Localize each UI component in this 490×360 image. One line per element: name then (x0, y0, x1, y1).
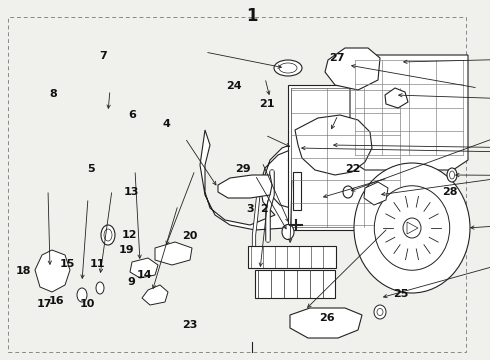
Text: 11: 11 (89, 258, 105, 269)
Text: 24: 24 (226, 81, 242, 91)
Text: 28: 28 (442, 186, 458, 197)
Text: 16: 16 (49, 296, 64, 306)
Ellipse shape (77, 288, 87, 302)
Text: 4: 4 (163, 119, 171, 129)
Text: 13: 13 (123, 186, 139, 197)
Ellipse shape (101, 225, 115, 245)
FancyBboxPatch shape (293, 172, 301, 210)
Text: 12: 12 (122, 230, 138, 240)
Polygon shape (364, 182, 388, 205)
Text: 22: 22 (345, 164, 361, 174)
Text: 15: 15 (60, 258, 75, 269)
Ellipse shape (374, 186, 450, 270)
Text: 19: 19 (119, 245, 134, 255)
Text: 2: 2 (260, 204, 268, 214)
Ellipse shape (274, 60, 302, 76)
Text: 14: 14 (137, 270, 152, 280)
Polygon shape (350, 55, 468, 170)
Text: 21: 21 (259, 99, 275, 109)
Ellipse shape (343, 186, 353, 198)
Polygon shape (325, 48, 380, 90)
Text: 10: 10 (79, 299, 95, 309)
Polygon shape (218, 175, 272, 198)
Ellipse shape (374, 305, 386, 319)
FancyBboxPatch shape (255, 270, 335, 298)
Polygon shape (155, 242, 192, 265)
Ellipse shape (96, 282, 104, 294)
Ellipse shape (354, 163, 470, 293)
Ellipse shape (447, 168, 457, 182)
Text: 26: 26 (319, 312, 335, 323)
Polygon shape (385, 88, 408, 108)
Text: 7: 7 (99, 51, 107, 61)
Text: 20: 20 (182, 231, 198, 241)
Text: 17: 17 (36, 299, 52, 309)
Text: 23: 23 (182, 320, 198, 330)
FancyBboxPatch shape (288, 85, 403, 230)
Polygon shape (290, 308, 362, 338)
FancyBboxPatch shape (248, 246, 336, 268)
Ellipse shape (403, 218, 421, 238)
Polygon shape (130, 258, 158, 278)
Text: 18: 18 (16, 266, 31, 276)
Text: 5: 5 (87, 164, 95, 174)
Polygon shape (142, 285, 168, 305)
Polygon shape (295, 115, 372, 175)
Text: 27: 27 (329, 53, 345, 63)
Text: 6: 6 (128, 110, 136, 120)
Text: 9: 9 (127, 276, 135, 287)
Text: 1: 1 (246, 7, 258, 25)
Text: 25: 25 (393, 289, 409, 300)
Text: 3: 3 (246, 204, 254, 214)
Polygon shape (200, 130, 342, 230)
Ellipse shape (282, 225, 294, 239)
Text: 29: 29 (235, 164, 250, 174)
Polygon shape (35, 250, 70, 292)
Text: 8: 8 (49, 89, 57, 99)
